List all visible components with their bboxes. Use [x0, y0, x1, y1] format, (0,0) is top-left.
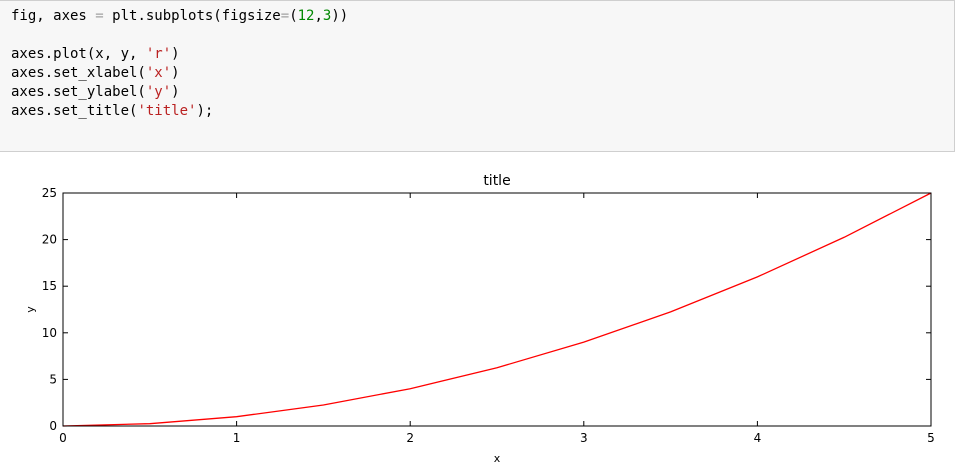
- code-line: axes.set_ylabel('y'): [11, 83, 348, 102]
- code-line: fig, axes = plt.subplots(figsize=(12,3)): [11, 7, 348, 26]
- code-cell[interactable]: fig, axes = plt.subplots(figsize=(12,3))…: [0, 0, 955, 152]
- code-token: ,: [314, 8, 323, 24]
- code-token: ): [171, 46, 180, 62]
- y-tick-label: 5: [49, 372, 57, 386]
- series-line: [62, 192, 932, 427]
- code-token: axes.set_title(: [11, 103, 138, 119]
- y-tick-label: 25: [42, 186, 57, 200]
- x-axis-label: x: [494, 452, 501, 463]
- output-area: title 0 1 2 3 4 5 0 5 10 15 20 25 x y: [0, 160, 958, 463]
- chart-title: title: [483, 173, 510, 189]
- x-tick-label: 3: [580, 431, 588, 445]
- code-token: 'y': [145, 84, 172, 100]
- code-token: 12: [297, 8, 315, 24]
- code-token: 'x': [145, 65, 172, 81]
- code-editor[interactable]: fig, axes = plt.subplots(figsize=(12,3))…: [11, 7, 348, 121]
- code-token: (: [289, 8, 298, 24]
- code-token: )): [331, 8, 349, 24]
- code-token: ): [171, 84, 180, 100]
- code-token: axes.set_ylabel(: [11, 84, 146, 100]
- code-token: fig, axes: [11, 8, 96, 24]
- x-tick-label: 4: [754, 431, 762, 445]
- code-token: 'title': [137, 103, 197, 119]
- code-token: 3: [322, 8, 332, 24]
- code-line: axes.set_xlabel('x'): [11, 64, 348, 83]
- y-tick-label: 10: [42, 326, 57, 340]
- code-line: axes.set_title('title');: [11, 102, 348, 121]
- code-token: =: [95, 8, 104, 24]
- x-tick-label: 2: [406, 431, 414, 445]
- y-tick-label: 15: [42, 279, 57, 293]
- code-token: axes.plot(x, y,: [11, 46, 146, 62]
- x-tick-label: 1: [233, 431, 241, 445]
- x-tick-label: 5: [927, 431, 935, 445]
- code-token: plt.subplots(figsize: [103, 8, 281, 24]
- code-token: ): [171, 65, 180, 81]
- x-tick-label: 0: [59, 431, 67, 445]
- code-line: [11, 26, 348, 45]
- code-line: axes.plot(x, y, 'r'): [11, 45, 348, 64]
- axes-frame: [62, 192, 932, 427]
- y-tick-label: 0: [49, 419, 57, 433]
- code-token: axes.set_xlabel(: [11, 65, 146, 81]
- code-token: );: [196, 103, 214, 119]
- code-token: =: [280, 8, 290, 24]
- code-token: 'r': [145, 46, 172, 62]
- line-chart: title 0 1 2 3 4 5 0 5 10 15 20 25 x y: [24, 173, 935, 463]
- y-axis-label: y: [24, 306, 37, 313]
- y-tick-label: 20: [42, 233, 57, 247]
